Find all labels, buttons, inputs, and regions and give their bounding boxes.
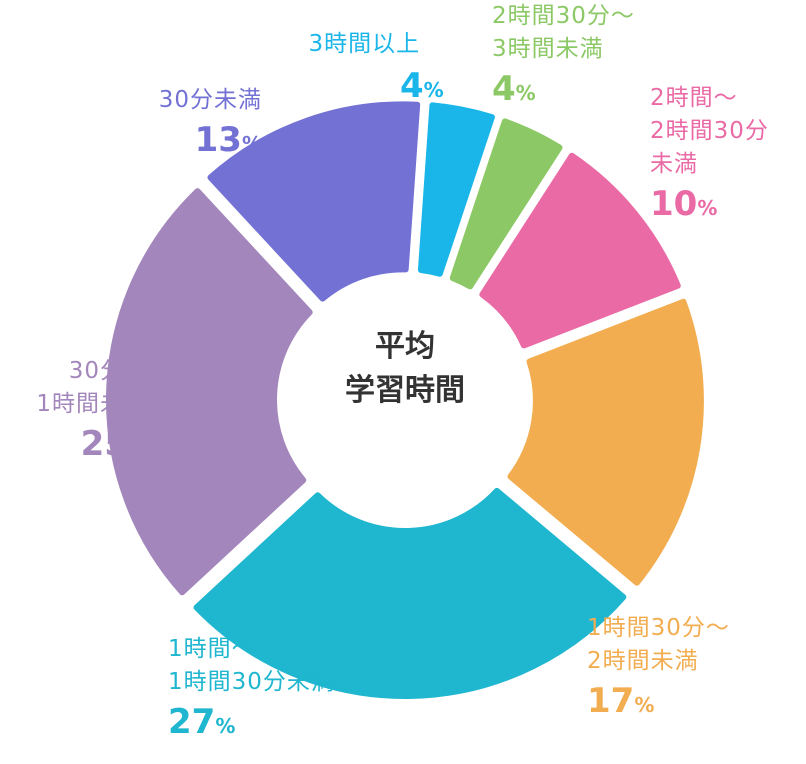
slice-label-text: 3時間以上 <box>308 31 421 57</box>
slice-label-text: 2時間30分〜 <box>492 3 635 29</box>
slice-label-text: 30分未満 <box>158 87 262 113</box>
slice-percent-unit: % <box>215 714 236 738</box>
slice-percent-unit: % <box>127 436 148 460</box>
slice-label-text: 30分〜 <box>68 358 148 384</box>
slice-percent: 17% <box>587 678 730 728</box>
slice-label-2h-2h30: 2時間〜 2時間30分 未満 10% <box>650 82 769 231</box>
slice-label-text: 2時間30分 <box>650 118 769 144</box>
slice-percent: 4% <box>492 66 635 116</box>
slice-percent-value: 4 <box>492 69 516 109</box>
slice-label-under-30m: 30分未満 13% <box>100 84 262 167</box>
slice-percent-value: 17 <box>587 681 635 721</box>
pie-slice-3 <box>507 298 704 586</box>
slice-label-1h30-2h: 1時間30分〜 2時間未満 17% <box>587 612 730 728</box>
slice-percent-value: 25 <box>80 424 128 464</box>
center-title-line-2: 学習時間 <box>345 373 465 408</box>
chart-center-title: 平均 学習時間 <box>305 325 505 413</box>
slice-label-text: 2時間〜 <box>650 85 738 111</box>
slice-percent: 25% <box>0 421 148 471</box>
pie-slice-1 <box>449 118 563 290</box>
slice-label-text: 1時間30分〜 <box>587 615 730 641</box>
slice-percent-value: 13 <box>194 120 242 160</box>
slice-percent: 13% <box>100 117 262 167</box>
slice-percent-unit: % <box>515 81 536 105</box>
slice-percent: 27% <box>168 699 335 749</box>
slice-percent-unit: % <box>423 78 444 102</box>
pie-slice-6 <box>207 101 421 302</box>
slice-label-text: 未満 <box>650 151 698 177</box>
slice-percent-value: 10 <box>650 184 698 224</box>
slice-label-1h-1h30: 1時間〜 1時間30分未満 27% <box>168 633 335 749</box>
pie-slice-5 <box>106 188 313 596</box>
slice-label-2h30-3h: 2時間30分〜 3時間未満 4% <box>492 0 635 116</box>
slice-label-text: 1時間未満 <box>36 391 148 417</box>
slice-percent-unit: % <box>697 196 718 220</box>
slice-percent-unit: % <box>241 132 262 156</box>
pie-slice-2 <box>479 152 681 349</box>
slice-percent-unit: % <box>634 693 655 717</box>
pie-slice-4 <box>193 487 627 699</box>
slice-label-text: 1時間30分未満 <box>168 669 335 695</box>
slice-percent-value: 4 <box>400 66 424 106</box>
slice-percent-value: 27 <box>168 702 216 742</box>
slice-label-3h-plus: 3時間以上 4% <box>285 28 444 113</box>
slice-label-text: 2時間未満 <box>587 648 699 674</box>
slice-percent: 4% <box>400 63 444 113</box>
center-title-line-1: 平均 <box>375 329 435 364</box>
slice-label-text: 3時間未満 <box>492 36 604 62</box>
slice-label-text: 1時間〜 <box>168 636 256 662</box>
pie-slice-0 <box>417 102 495 277</box>
slice-label-30m-1h: 30分〜 1時間未満 25% <box>0 355 148 471</box>
slice-percent: 10% <box>650 181 769 231</box>
